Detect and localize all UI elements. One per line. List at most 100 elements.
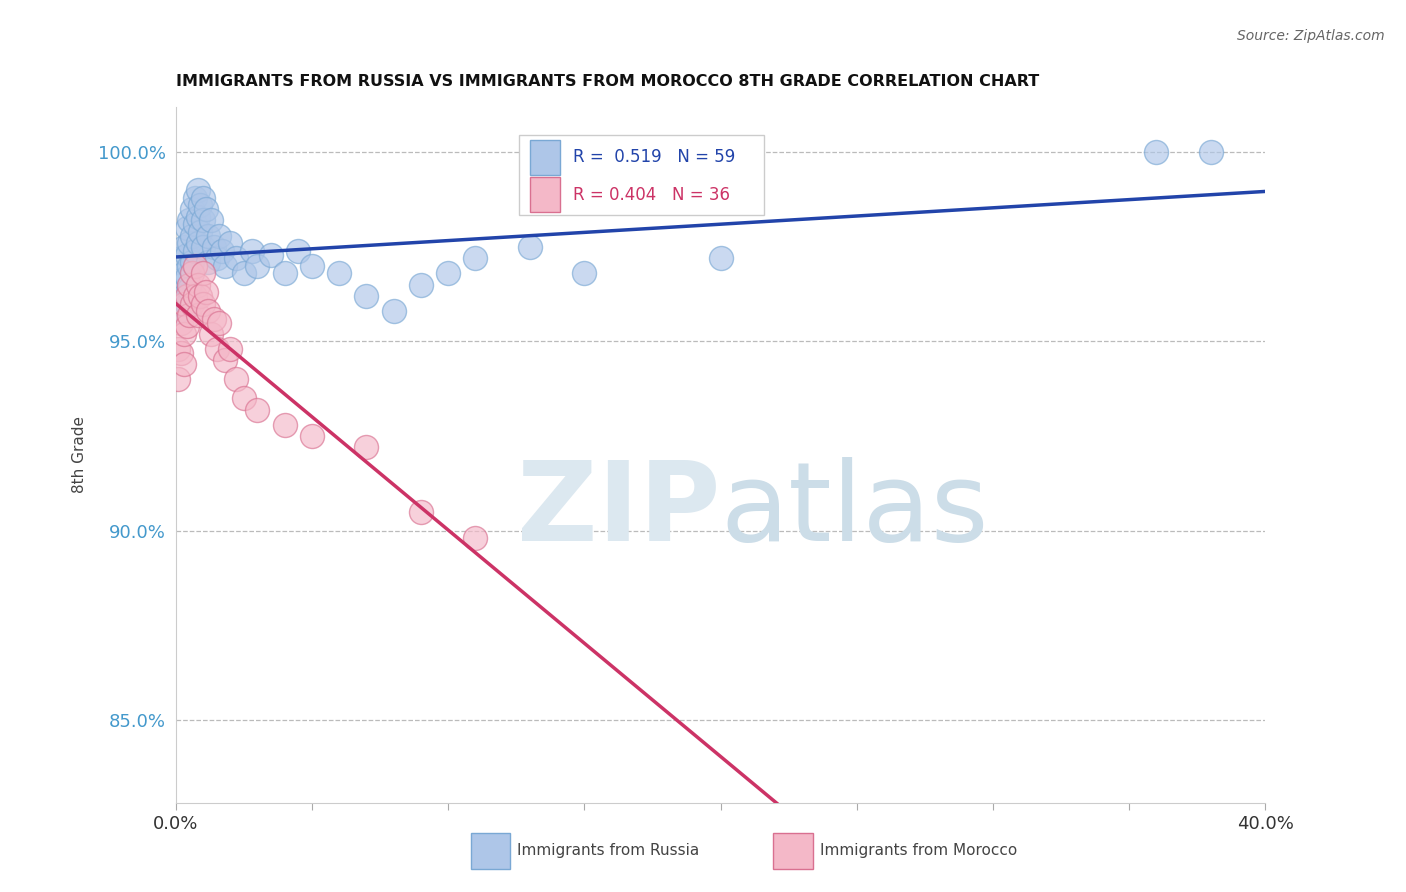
Point	[170, 346, 193, 360]
Point	[181, 296, 204, 310]
Point	[519, 240, 541, 254]
Point	[409, 277, 432, 292]
Point	[225, 372, 247, 386]
Point	[170, 316, 193, 330]
Point	[356, 289, 378, 303]
Point	[328, 267, 350, 281]
Point	[184, 289, 207, 303]
Point	[179, 281, 201, 295]
Point	[186, 183, 209, 197]
Bar	[530, 178, 561, 212]
Point	[260, 247, 283, 261]
Point	[200, 213, 222, 227]
Point	[574, 267, 596, 281]
Point	[194, 202, 217, 216]
Point	[176, 296, 198, 310]
Text: IMMIGRANTS FROM RUSSIA VS IMMIGRANTS FROM MOROCCO 8TH GRADE CORRELATION CHART: IMMIGRANTS FROM RUSSIA VS IMMIGRANTS FRO…	[176, 74, 1039, 89]
Point	[170, 252, 193, 266]
Point	[184, 259, 207, 273]
Point	[173, 357, 195, 371]
Point	[167, 342, 190, 356]
Point	[205, 252, 228, 266]
Point	[274, 267, 297, 281]
Point	[208, 228, 231, 243]
Point	[225, 252, 247, 266]
Point	[208, 316, 231, 330]
Point	[232, 391, 254, 405]
Point	[176, 247, 198, 261]
Point	[197, 304, 219, 318]
Point	[181, 267, 204, 281]
Point	[191, 191, 214, 205]
Point	[194, 285, 217, 300]
Point	[301, 429, 323, 443]
Point	[219, 342, 242, 356]
Point	[191, 240, 214, 254]
Point	[188, 289, 211, 303]
Point	[170, 296, 193, 310]
Y-axis label: 8th Grade: 8th Grade	[72, 417, 87, 493]
FancyBboxPatch shape	[519, 135, 765, 215]
Point	[176, 289, 198, 303]
Point	[173, 289, 195, 303]
Point	[437, 267, 460, 281]
Point	[176, 221, 198, 235]
Point	[184, 191, 207, 205]
Text: R =  0.519   N = 59: R = 0.519 N = 59	[574, 148, 735, 166]
Point	[287, 244, 309, 258]
Point	[301, 259, 323, 273]
Point	[464, 531, 486, 545]
Point	[186, 236, 209, 251]
Text: R = 0.404   N = 36: R = 0.404 N = 36	[574, 186, 731, 204]
Point	[211, 244, 233, 258]
Point	[1199, 145, 1222, 160]
Point	[200, 326, 222, 341]
Point	[197, 228, 219, 243]
Point	[181, 255, 204, 269]
Point	[186, 277, 209, 292]
Point	[181, 228, 204, 243]
Point	[188, 198, 211, 212]
Text: Immigrants from Morocco: Immigrants from Morocco	[820, 844, 1017, 858]
Point	[179, 308, 201, 322]
Point	[184, 244, 207, 258]
Text: ZIP: ZIP	[517, 457, 721, 564]
Point	[202, 311, 225, 326]
Point	[356, 441, 378, 455]
Point	[186, 308, 209, 322]
Point	[173, 240, 195, 254]
Point	[184, 217, 207, 231]
Point	[173, 267, 195, 281]
Text: Immigrants from Russia: Immigrants from Russia	[517, 844, 700, 858]
Point	[173, 326, 195, 341]
Point	[246, 402, 269, 417]
Point	[1144, 145, 1167, 160]
Text: Source: ZipAtlas.com: Source: ZipAtlas.com	[1237, 29, 1385, 43]
Point	[167, 372, 190, 386]
Point	[246, 259, 269, 273]
Point	[191, 296, 214, 310]
Point	[170, 277, 193, 292]
Point	[167, 285, 190, 300]
Point	[214, 353, 236, 368]
Point	[214, 259, 236, 273]
Point	[176, 319, 198, 334]
Point	[710, 252, 733, 266]
Point	[179, 236, 201, 251]
Point	[197, 255, 219, 269]
Point	[219, 236, 242, 251]
Point	[179, 259, 201, 273]
Point	[191, 267, 214, 281]
Point	[188, 225, 211, 239]
Point	[382, 304, 405, 318]
Point	[464, 252, 486, 266]
Point	[191, 213, 214, 227]
Text: atlas: atlas	[721, 457, 988, 564]
Point	[240, 244, 263, 258]
Point	[409, 505, 432, 519]
Point	[181, 202, 204, 216]
Point	[179, 277, 201, 292]
Point	[173, 296, 195, 310]
Point	[176, 270, 198, 285]
Point	[167, 304, 190, 318]
